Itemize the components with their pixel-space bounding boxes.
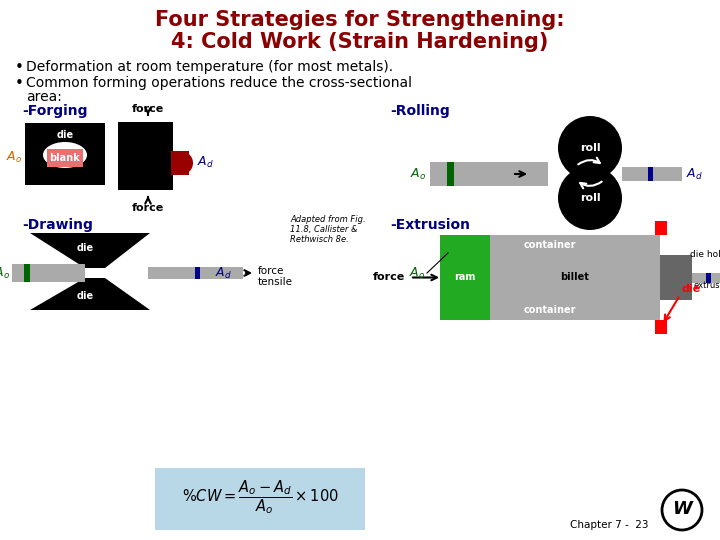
Polygon shape bbox=[30, 278, 150, 310]
Text: $A_o$: $A_o$ bbox=[6, 150, 22, 165]
Text: $A_o$: $A_o$ bbox=[409, 266, 425, 281]
Text: container: container bbox=[523, 305, 576, 315]
Text: •: • bbox=[15, 76, 24, 91]
Circle shape bbox=[662, 490, 702, 530]
FancyBboxPatch shape bbox=[648, 167, 653, 181]
Text: $A_d$: $A_d$ bbox=[197, 154, 214, 170]
Text: Rethwisch 8e.: Rethwisch 8e. bbox=[290, 235, 348, 244]
Text: die: die bbox=[682, 284, 701, 294]
Text: force: force bbox=[132, 203, 164, 213]
FancyBboxPatch shape bbox=[171, 151, 189, 175]
Text: Adapted from Fig.: Adapted from Fig. bbox=[290, 215, 366, 224]
FancyBboxPatch shape bbox=[692, 273, 720, 282]
Text: 4: Cold Work (Strain Hardening): 4: Cold Work (Strain Hardening) bbox=[171, 32, 549, 52]
Text: container: container bbox=[523, 240, 576, 250]
Text: billet: billet bbox=[561, 273, 590, 282]
Text: W: W bbox=[672, 500, 692, 518]
Ellipse shape bbox=[43, 142, 87, 168]
Text: •: • bbox=[15, 60, 24, 75]
FancyBboxPatch shape bbox=[490, 235, 660, 320]
Polygon shape bbox=[30, 233, 150, 268]
Text: die: die bbox=[76, 243, 94, 253]
Text: roll: roll bbox=[580, 193, 600, 203]
Text: tensile: tensile bbox=[258, 277, 293, 287]
FancyBboxPatch shape bbox=[12, 264, 85, 282]
FancyBboxPatch shape bbox=[148, 267, 243, 279]
Text: force: force bbox=[373, 273, 405, 282]
Text: $A_o$: $A_o$ bbox=[410, 166, 426, 181]
FancyBboxPatch shape bbox=[195, 267, 200, 279]
Text: $A_o$: $A_o$ bbox=[0, 266, 10, 281]
Text: Deformation at room temperature (for most metals).: Deformation at room temperature (for mos… bbox=[26, 60, 393, 74]
Text: area:: area: bbox=[26, 90, 62, 104]
FancyBboxPatch shape bbox=[447, 162, 454, 186]
Text: die holder: die holder bbox=[690, 250, 720, 259]
Text: $A_d$: $A_d$ bbox=[686, 166, 703, 181]
Text: Chapter 7 -  23: Chapter 7 - 23 bbox=[570, 520, 649, 530]
FancyBboxPatch shape bbox=[440, 235, 490, 320]
Text: -Forging: -Forging bbox=[22, 104, 88, 118]
Text: -Drawing: -Drawing bbox=[22, 218, 93, 232]
Text: extrusion: extrusion bbox=[694, 281, 720, 291]
FancyBboxPatch shape bbox=[440, 300, 660, 320]
Text: Four Strategies for Strengthening:: Four Strategies for Strengthening: bbox=[156, 10, 564, 30]
Ellipse shape bbox=[173, 152, 193, 174]
Text: force: force bbox=[258, 266, 284, 276]
Text: Common forming operations reduce the cross-sectional: Common forming operations reduce the cro… bbox=[26, 76, 412, 90]
Text: -Rolling: -Rolling bbox=[390, 104, 450, 118]
Text: -Extrusion: -Extrusion bbox=[390, 218, 470, 232]
Circle shape bbox=[558, 166, 622, 230]
Circle shape bbox=[558, 116, 622, 180]
Text: blank: blank bbox=[50, 153, 81, 163]
FancyBboxPatch shape bbox=[25, 123, 105, 185]
FancyBboxPatch shape bbox=[47, 149, 83, 167]
FancyBboxPatch shape bbox=[118, 122, 173, 190]
Text: die: die bbox=[76, 291, 94, 301]
FancyBboxPatch shape bbox=[440, 235, 660, 255]
FancyBboxPatch shape bbox=[706, 273, 711, 282]
FancyBboxPatch shape bbox=[655, 221, 667, 235]
FancyBboxPatch shape bbox=[24, 264, 30, 282]
Text: force: force bbox=[132, 104, 164, 114]
Text: roll: roll bbox=[580, 143, 600, 153]
FancyBboxPatch shape bbox=[655, 320, 667, 334]
FancyBboxPatch shape bbox=[430, 162, 548, 186]
FancyBboxPatch shape bbox=[155, 468, 365, 530]
FancyBboxPatch shape bbox=[660, 255, 692, 300]
FancyBboxPatch shape bbox=[622, 167, 682, 181]
Text: die: die bbox=[56, 130, 73, 140]
Text: 11.8, Callister &: 11.8, Callister & bbox=[290, 225, 358, 234]
Text: ram: ram bbox=[454, 273, 476, 282]
Text: $A_d$: $A_d$ bbox=[215, 266, 232, 281]
Text: $\%CW = \dfrac{A_o - A_d}{A_o} \times 100$: $\%CW = \dfrac{A_o - A_d}{A_o} \times 10… bbox=[181, 478, 338, 516]
